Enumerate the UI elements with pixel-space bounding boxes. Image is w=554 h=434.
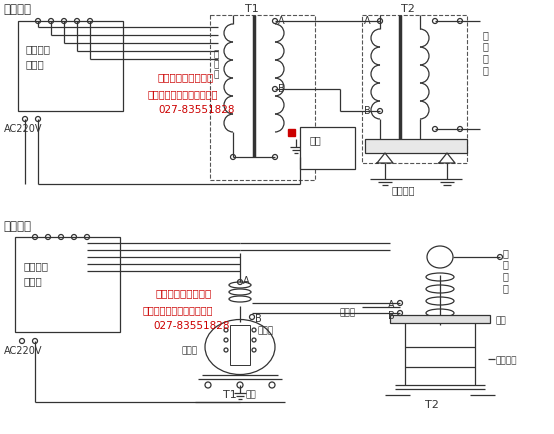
Text: T2: T2 bbox=[425, 399, 439, 409]
Text: B: B bbox=[255, 313, 261, 323]
Text: 接地: 接地 bbox=[246, 389, 257, 398]
Bar bbox=[362, 16, 467, 164]
Text: 高
压
输
出: 高 压 输 出 bbox=[483, 30, 489, 75]
Text: B: B bbox=[364, 106, 371, 116]
Bar bbox=[300, 128, 355, 170]
Text: 测量端: 测量端 bbox=[258, 325, 274, 334]
Text: 027-83551828: 027-83551828 bbox=[158, 105, 234, 115]
Text: 测量: 测量 bbox=[310, 135, 322, 145]
Text: 高
压
输
出: 高 压 输 出 bbox=[503, 247, 509, 292]
Text: T1: T1 bbox=[245, 4, 259, 14]
Text: 干式试验变压器厂家: 干式试验变压器厂家 bbox=[158, 72, 214, 82]
Bar bbox=[288, 130, 295, 137]
Text: 接线柱: 接线柱 bbox=[340, 307, 356, 316]
Text: 控制箱: 控制箱 bbox=[26, 59, 45, 69]
Text: A: A bbox=[243, 275, 250, 285]
Text: T1: T1 bbox=[223, 389, 237, 399]
Bar bbox=[210, 16, 315, 181]
Text: 输入端: 输入端 bbox=[182, 345, 198, 354]
Text: A: A bbox=[278, 16, 285, 26]
Bar bbox=[365, 140, 467, 154]
Bar bbox=[390, 315, 490, 323]
Text: AC220V: AC220V bbox=[4, 124, 43, 134]
Text: A: A bbox=[364, 16, 371, 26]
Text: 武汉凯迪正大电气有限公司: 武汉凯迪正大电气有限公司 bbox=[148, 89, 218, 99]
Text: 输出测量: 输出测量 bbox=[24, 260, 49, 270]
Text: 027-83551828: 027-83551828 bbox=[153, 320, 229, 330]
Text: B: B bbox=[388, 310, 395, 320]
Text: 绝缘支架: 绝缘支架 bbox=[392, 184, 416, 194]
Text: AC220V: AC220V bbox=[4, 345, 43, 355]
Text: 输
入
端: 输 入 端 bbox=[213, 50, 218, 79]
Text: 原理图：: 原理图： bbox=[3, 3, 31, 16]
Bar bbox=[18, 22, 123, 112]
Text: 托盘: 托盘 bbox=[495, 315, 506, 324]
Text: 电气绝缘强度测试区: 电气绝缘强度测试区 bbox=[155, 287, 211, 297]
Bar bbox=[15, 237, 120, 332]
Text: B: B bbox=[278, 84, 285, 94]
Text: A: A bbox=[388, 299, 394, 309]
Bar bbox=[230, 325, 250, 365]
Text: 武汉凯迪正大电气有限公司: 武汉凯迪正大电气有限公司 bbox=[143, 304, 213, 314]
Text: 绝缘支架: 绝缘支架 bbox=[495, 355, 516, 364]
Text: 输出测量: 输出测量 bbox=[26, 44, 51, 54]
Text: 控制箱: 控制箱 bbox=[24, 275, 43, 285]
Text: 接线图：: 接线图： bbox=[3, 220, 31, 233]
Text: T2: T2 bbox=[401, 4, 415, 14]
